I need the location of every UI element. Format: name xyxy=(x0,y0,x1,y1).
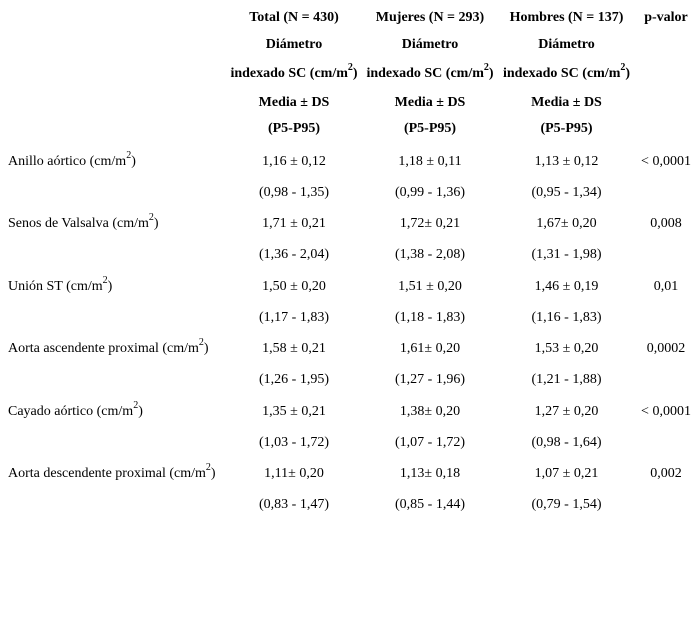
p-value: 0,008 xyxy=(650,216,682,231)
stat-value-hombres: 1,53 ± 0,20 xyxy=(534,341,599,356)
stat-range-total: (1,36 - 2,04) xyxy=(259,247,329,262)
stat-range-hombres: (1,16 - 1,83) xyxy=(531,310,602,325)
stat-value-mujeres: 1,51 ± 0,20 xyxy=(398,279,462,294)
column-header-total: Total (N = 430) xyxy=(249,10,339,25)
column-header-hombres: Hombres (N = 137) xyxy=(509,10,624,25)
subheader-diametro-total: Diámetro xyxy=(265,37,323,52)
stat-value-total: 1,58 ± 0,21 xyxy=(262,341,326,356)
table-row-aorta-ascendente-range: (1,26 - 1,95) (1,27 - 1,96) (1,21 - 1,88… xyxy=(0,370,699,390)
stat-value-total: 1,11± 0,20 xyxy=(264,466,324,481)
superscript-2: 2 xyxy=(133,400,139,411)
subheader-p5p95-mujeres: (P5-P95) xyxy=(403,121,457,136)
row-label: Cayado aórtico (cm/m2) xyxy=(8,400,143,420)
superscript-2: 2 xyxy=(620,62,626,73)
superscript-2: 2 xyxy=(347,62,353,73)
stat-value-total: 1,71 ± 0,21 xyxy=(262,216,326,231)
column-header-mujeres: Mujeres (N = 293) xyxy=(375,10,485,25)
stat-range-mujeres: (1,07 - 1,72) xyxy=(395,435,465,450)
stat-value-total: 1,35 ± 0,21 xyxy=(262,404,326,419)
stat-value-mujeres: 1,72± 0,21 xyxy=(399,216,461,231)
subheader-indexado-hombres: indexado SC (cm/m2) xyxy=(502,62,631,82)
stat-range-mujeres: (1,27 - 1,96) xyxy=(395,372,465,387)
stat-range-total: (1,26 - 1,95) xyxy=(259,372,329,387)
p-value: < 0,0001 xyxy=(641,404,691,419)
subheader-p5p95-hombres: (P5-P95) xyxy=(540,121,593,136)
table-row-senos-valsalva-mean: Senos de Valsalva (cm/m2) 1,71 ± 0,21 1,… xyxy=(0,212,699,234)
table-header-row-media: Media ± DS Media ± DS Media ± DS xyxy=(0,93,699,113)
table-row-aorta-descendente-mean: Aorta descendente proximal (cm/m2) 1,11±… xyxy=(0,462,699,484)
stat-value-hombres: 1,07 ± 0,21 xyxy=(534,466,599,481)
superscript-2: 2 xyxy=(483,62,489,73)
table-header-row-diametro: Diámetro Diámetro Diámetro xyxy=(0,35,699,55)
table-row-union-st-mean: Unión ST (cm/m2) 1,50 ± 0,20 1,51 ± 0,20… xyxy=(0,275,699,297)
subheader-indexado-mujeres: indexado SC (cm/m2) xyxy=(366,62,494,82)
header-label-spacer xyxy=(0,8,228,28)
stat-value-mujeres: 1,61± 0,20 xyxy=(399,341,461,356)
subheader-p5p95-total: (P5-P95) xyxy=(267,121,321,136)
p-value: < 0,0001 xyxy=(641,154,691,169)
subheader-diametro-mujeres: Diámetro xyxy=(401,37,459,52)
superscript-2: 2 xyxy=(126,150,132,161)
p-value: 0,01 xyxy=(653,279,679,294)
stat-range-mujeres: (1,38 - 2,08) xyxy=(395,247,465,262)
table-row-senos-valsalva-range: (1,36 - 2,04) (1,38 - 2,08) (1,31 - 1,98… xyxy=(0,245,699,265)
row-label: Unión ST (cm/m2) xyxy=(8,275,113,295)
stat-range-hombres: (0,98 - 1,64) xyxy=(531,435,602,450)
stat-value-hombres: 1,27 ± 0,20 xyxy=(534,404,599,419)
column-header-pvalor: p-valor xyxy=(644,10,688,25)
row-label: Aorta ascendente proximal (cm/m2) xyxy=(8,337,209,357)
table-header-row-titles: Total (N = 430) Mujeres (N = 293) Hombre… xyxy=(0,8,699,28)
subheader-media-total: Media ± DS xyxy=(258,95,330,110)
table-row-aorta-descendente-range: (0,83 - 1,47) (0,85 - 1,44) (0,79 - 1,54… xyxy=(0,495,699,515)
table-row-union-st-range: (1,17 - 1,83) (1,18 - 1,83) (1,16 - 1,83… xyxy=(0,308,699,328)
stat-value-mujeres: 1,13± 0,18 xyxy=(399,466,461,481)
superscript-2: 2 xyxy=(102,275,108,286)
stat-value-total: 1,16 ± 0,12 xyxy=(262,154,326,169)
stat-range-total: (0,98 - 1,35) xyxy=(259,185,329,200)
stat-value-hombres: 1,67± 0,20 xyxy=(536,216,597,231)
stat-value-mujeres: 1,38± 0,20 xyxy=(399,404,461,419)
stat-value-total: 1,50 ± 0,20 xyxy=(262,279,326,294)
stat-range-hombres: (0,95 - 1,34) xyxy=(531,185,602,200)
stat-range-total: (1,03 - 1,72) xyxy=(259,435,329,450)
stat-range-hombres: (1,21 - 1,88) xyxy=(531,372,602,387)
stat-range-mujeres: (1,18 - 1,83) xyxy=(395,310,465,325)
subheader-indexado-total: indexado SC (cm/m2) xyxy=(230,62,358,82)
table-header-row-percentiles: (P5-P95) (P5-P95) (P5-P95) xyxy=(0,119,699,139)
stat-value-mujeres: 1,18 ± 0,11 xyxy=(398,154,462,169)
table-row-anillo-aortico-mean: Anillo aórtico (cm/m2) 1,16 ± 0,12 1,18 … xyxy=(0,150,699,172)
table-row-aorta-ascendente-mean: Aorta ascendente proximal (cm/m2) 1,58 ±… xyxy=(0,337,699,359)
stat-value-hombres: 1,13 ± 0,12 xyxy=(534,154,599,169)
subheader-diametro-hombres: Diámetro xyxy=(538,37,595,52)
subheader-media-hombres: Media ± DS xyxy=(531,95,602,110)
row-label: Aorta descendente proximal (cm/m2) xyxy=(8,462,216,482)
row-label: Senos de Valsalva (cm/m2) xyxy=(8,212,159,232)
table-header-row-indexado: indexado SC (cm/m2) indexado SC (cm/m2) … xyxy=(0,62,699,84)
stat-value-hombres: 1,46 ± 0,19 xyxy=(534,279,599,294)
stat-range-hombres: (0,79 - 1,54) xyxy=(531,497,602,512)
p-value: 0,002 xyxy=(650,466,682,481)
stat-range-hombres: (1,31 - 1,98) xyxy=(531,247,602,262)
superscript-2: 2 xyxy=(205,462,211,473)
table-row-cayado-aortico-mean: Cayado aórtico (cm/m2) 1,35 ± 0,21 1,38±… xyxy=(0,400,699,422)
table-row-anillo-aortico-range: (0,98 - 1,35) (0,99 - 1,36) (0,95 - 1,34… xyxy=(0,183,699,203)
table-row-cayado-aortico-range: (1,03 - 1,72) (1,07 - 1,72) (0,98 - 1,64… xyxy=(0,433,699,453)
superscript-2: 2 xyxy=(198,337,204,348)
stat-range-total: (1,17 - 1,83) xyxy=(259,310,329,325)
p-value: 0,0002 xyxy=(646,341,686,356)
subheader-media-mujeres: Media ± DS xyxy=(394,95,466,110)
row-label: Anillo aórtico (cm/m2) xyxy=(8,150,136,170)
stat-range-total: (0,83 - 1,47) xyxy=(259,497,329,512)
stat-range-mujeres: (0,85 - 1,44) xyxy=(395,497,465,512)
superscript-2: 2 xyxy=(148,212,154,223)
stat-range-mujeres: (0,99 - 1,36) xyxy=(395,185,465,200)
